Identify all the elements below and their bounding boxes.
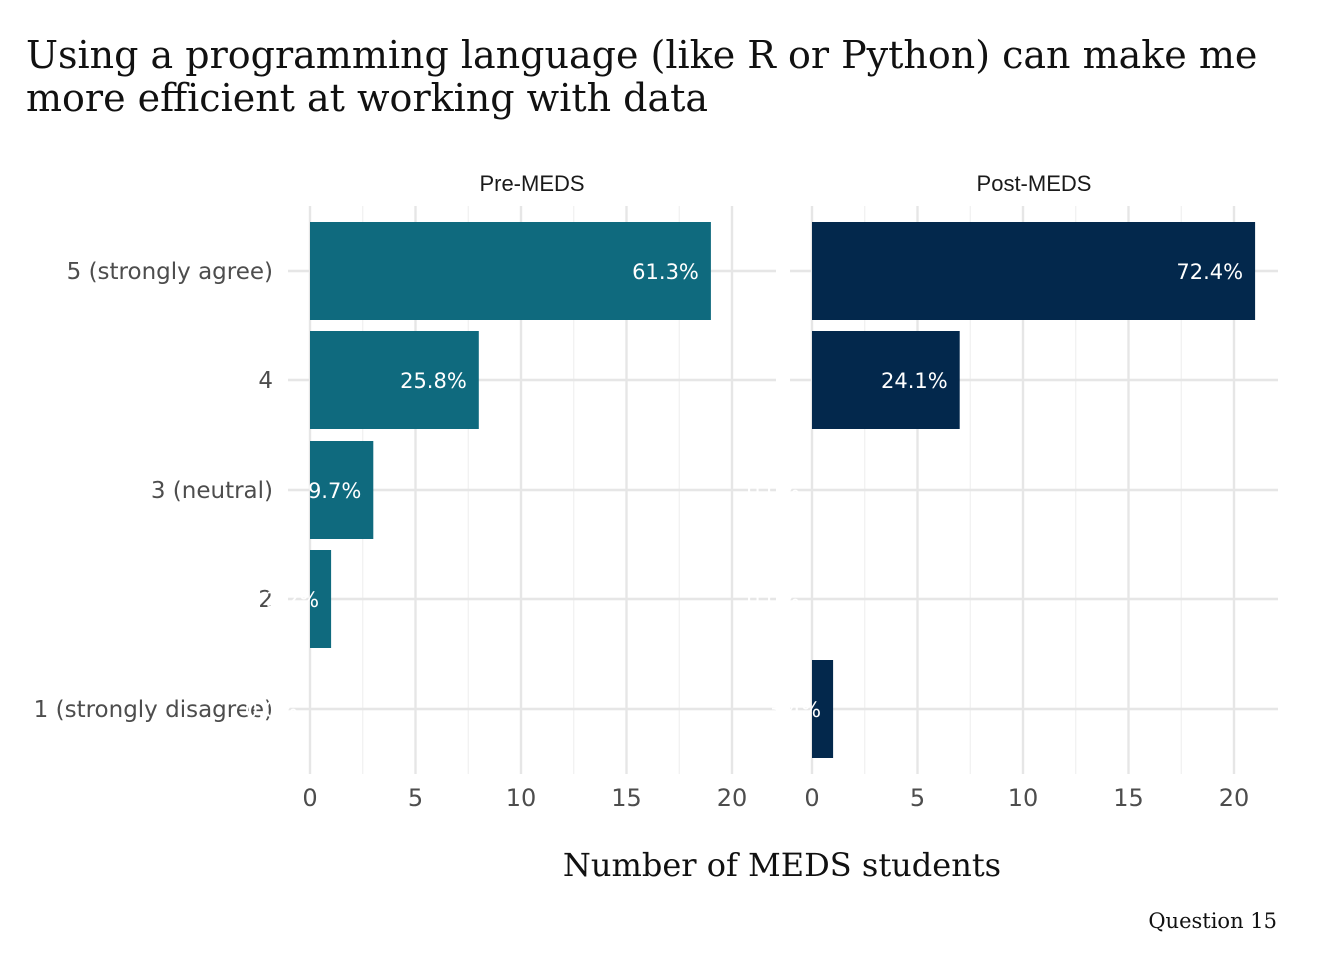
data-label: 0.0% [747,479,800,503]
y-tick-label: 5 (strongly agree) [67,259,273,285]
x-axis-label: Number of MEDS students [563,846,1001,884]
chart-title-line-1: Using a programming language (like R or … [26,33,1257,77]
data-label: 24.1% [881,369,948,393]
bar [812,331,960,429]
data-label: 9.7% [308,479,361,503]
x-tick-label: 15 [1113,784,1144,812]
data-label: 61.3% [632,260,699,284]
x-tick-label: 5 [408,784,423,812]
x-tick-label: 10 [1008,784,1039,812]
data-label: 0.0% [245,698,298,722]
bar [310,222,711,320]
data-label: 3.2% [266,588,319,612]
data-label: 3.4% [768,698,821,722]
bar [310,550,332,648]
chart-title-line-2: more efficient at working with data [26,76,708,120]
plot-area: 5 (strongly agree) 4 3 (neutral) 2 1 (strong… [34,171,1278,812]
facet-label: Post-MEDS [977,171,1092,196]
x-tick-label: 20 [1219,784,1250,812]
bar [812,660,834,758]
data-label: 25.8% [400,369,467,393]
y-tick-label: 3 (neutral) [151,478,273,504]
x-tick-label: 0 [804,784,819,812]
bar [310,331,479,429]
x-tick-label: 0 [302,784,317,812]
x-tick-label: 20 [717,784,748,812]
y-tick-label: 4 [258,368,273,394]
y-tick-label: 2 [258,587,273,613]
bar [310,441,374,539]
y-tick-label: 1 (strongly disagree) [34,697,273,723]
x-tick-label: 10 [506,784,537,812]
x-tick-label: 5 [910,784,925,812]
data-label: 0.0% [747,588,800,612]
bar [812,222,1256,320]
data-label: 72.4% [1176,260,1243,284]
caption: Question 15 [1148,909,1277,933]
facet-label: Pre-MEDS [479,171,584,196]
x-tick-label: 15 [611,784,642,812]
